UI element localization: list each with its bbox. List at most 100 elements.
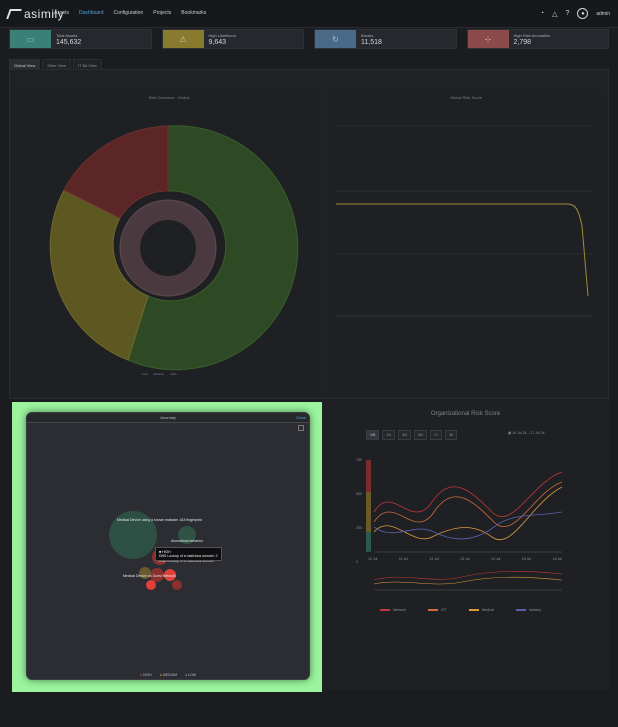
stat-label: Total Assets bbox=[56, 33, 78, 38]
nav-dashboard[interactable]: Dashboard bbox=[79, 10, 104, 16]
sunburst-segment-high[interactable] bbox=[63, 125, 169, 219]
sunburst-chart bbox=[49, 125, 299, 371]
x-label: 11 Jul bbox=[398, 557, 408, 561]
x-label: 10 Jul bbox=[368, 557, 378, 561]
nav-assets[interactable]: Assets bbox=[54, 10, 70, 16]
org-risk-panel: Organizational Risk Score 1W 1M 3M 6M 1Y… bbox=[322, 400, 609, 690]
sunburst-segment-low[interactable] bbox=[127, 125, 299, 371]
panel-title: Global Risk Score bbox=[449, 95, 482, 100]
bubble-label: Medical Device on Guest Network bbox=[123, 574, 176, 578]
calendar-icon: ▦ bbox=[508, 431, 513, 435]
mini-series-network bbox=[373, 571, 563, 581]
series-iot[interactable] bbox=[373, 481, 563, 528]
range-1y-button[interactable]: 1Y bbox=[429, 430, 443, 440]
dashboard-content: Risk Overview · Global Low Medium High G… bbox=[9, 69, 609, 399]
logo[interactable]: asimily bbox=[6, 7, 64, 21]
main-nav: Assets Dashboard Configuration Projects … bbox=[54, 10, 206, 16]
x-label: 16 Jul bbox=[552, 557, 562, 561]
nav-projects[interactable]: Projects bbox=[153, 10, 172, 16]
range-3m-button[interactable]: 3M bbox=[398, 430, 411, 440]
legend-iot[interactable]: IOT bbox=[427, 608, 447, 612]
stat-label: High Risk Anomalies bbox=[513, 33, 551, 38]
x-axis-labels: 10 Jul 11 Jul 12 Jul 13 Jul 14 Jul 15 Ju… bbox=[368, 557, 562, 561]
range-1w-button[interactable]: 1W bbox=[366, 430, 380, 440]
menu-icon[interactable] bbox=[298, 425, 304, 431]
date-range-text: 10 Jul 24 – 17 Jul 24 bbox=[512, 431, 545, 435]
bubble-high[interactable] bbox=[172, 580, 182, 590]
legend-industry[interactable]: Industry bbox=[515, 608, 541, 612]
refresh-icon: ↻ bbox=[315, 30, 356, 48]
stat-high-likelihood[interactable]: ⚠ High Likelihood 9,643 bbox=[161, 29, 304, 49]
y-label: 750 bbox=[356, 458, 362, 462]
stat-value: 145,632 bbox=[56, 39, 82, 46]
series-industry[interactable] bbox=[373, 511, 563, 540]
series-network[interactable] bbox=[373, 471, 563, 518]
stat-label: High Likelihood bbox=[208, 33, 236, 38]
org-risk-legend: Network IOT Medical Industry bbox=[380, 608, 541, 612]
network-icon: ⊹ bbox=[467, 30, 509, 48]
x-label: 12 Jul bbox=[429, 557, 439, 561]
nav-bookmarks[interactable]: Bookmarks bbox=[181, 10, 207, 16]
stat-value: 11,518 bbox=[361, 39, 382, 46]
legend-high: ● HIGH bbox=[139, 673, 152, 677]
stat-value: 2,798 bbox=[513, 39, 532, 46]
risk-score-line[interactable] bbox=[336, 203, 589, 297]
stats-row: ▭ Total Assets 145,632 ⚠ High Likelihood 9… bbox=[9, 29, 609, 49]
bubble-low-small[interactable] bbox=[178, 526, 196, 544]
legend-medium: ● MEDIUM bbox=[159, 673, 178, 677]
stat-breaks[interactable]: ↻ Breaks 11,518 bbox=[314, 29, 457, 49]
y-axis-labels: 0 250 500 750 bbox=[356, 458, 362, 564]
y-label: 250 bbox=[356, 526, 362, 530]
band-high bbox=[366, 460, 371, 492]
series-medical[interactable] bbox=[373, 486, 563, 540]
legend-medium: Medium bbox=[153, 372, 165, 376]
band-low bbox=[366, 532, 371, 552]
sunburst-segment-medium[interactable] bbox=[49, 189, 149, 361]
bubble-high[interactable] bbox=[146, 580, 156, 590]
range-1m-button[interactable]: 1M bbox=[382, 430, 396, 440]
chat-icon[interactable]: ◔ bbox=[539, 10, 545, 17]
global-risk-line-chart bbox=[336, 125, 592, 317]
header-actions: ◔ △ ? ● admin bbox=[540, 8, 610, 19]
bubble-high[interactable] bbox=[150, 568, 164, 582]
nav-configuration[interactable]: Configuration bbox=[113, 10, 144, 16]
legend-medical[interactable]: Medical bbox=[468, 608, 494, 612]
x-label: 15 Jul bbox=[521, 557, 532, 561]
tooltip-text: DNS Lookup of a malicious domain: 2 bbox=[159, 554, 218, 558]
bell-icon[interactable]: △ bbox=[552, 10, 558, 18]
sunburst-hole bbox=[140, 220, 196, 276]
date-range-picker[interactable]: ▦ 10 Jul 24 – 17 Jul 24 bbox=[508, 431, 545, 435]
tooltip-level: ■ HIGH bbox=[159, 550, 171, 554]
legend-low: ● LOW bbox=[185, 673, 197, 677]
modal-header: Anomaly Close bbox=[27, 413, 309, 423]
bubble-low[interactable] bbox=[109, 511, 157, 559]
legend-network[interactable]: Network bbox=[380, 608, 406, 612]
stat-label: Breaks bbox=[361, 33, 374, 38]
stat-high-risk-anomalies[interactable]: ⊹ High Risk Anomalies 2,798 bbox=[466, 29, 609, 49]
top-navbar: asimily Assets Dashboard Configuration P… bbox=[0, 0, 618, 28]
stat-value: 9,643 bbox=[208, 39, 227, 46]
avatar[interactable]: ● bbox=[577, 8, 589, 19]
panel-title: Organizational Risk Score bbox=[430, 411, 501, 417]
y-label: 0 bbox=[356, 560, 358, 564]
help-icon[interactable]: ? bbox=[565, 10, 570, 17]
sunburst-legend: Low Medium High bbox=[142, 372, 176, 376]
server-icon: ▭ bbox=[10, 30, 51, 48]
bubble-tooltip: ■ HIGH DNS Lookup of a malicious domain:… bbox=[155, 547, 222, 561]
bubble-high[interactable] bbox=[164, 569, 176, 581]
view-tabs: Global View Sites View IT Bit View bbox=[9, 59, 102, 72]
user-name[interactable]: admin bbox=[596, 10, 610, 17]
bubble-medium[interactable] bbox=[139, 567, 151, 579]
stat-total-assets[interactable]: ▭ Total Assets 145,632 bbox=[9, 29, 152, 49]
bubble-legend: ● HIGH ● MEDIUM ● LOW bbox=[27, 673, 309, 677]
modal-title: Anomaly bbox=[160, 415, 176, 420]
close-button[interactable]: Close bbox=[295, 415, 306, 420]
panel-title: Risk Overview · Global bbox=[148, 95, 190, 100]
x-label: 13 Jul bbox=[460, 557, 470, 561]
range-all-button[interactable]: All bbox=[445, 430, 458, 440]
band-medium bbox=[366, 492, 371, 532]
line-panel: Global Risk Score bbox=[330, 92, 602, 392]
warning-icon: ⚠ bbox=[162, 30, 204, 48]
range-6m-button[interactable]: 6M bbox=[414, 430, 427, 440]
sunburst-panel: Risk Overview · Global Low Medium High bbox=[20, 92, 318, 392]
